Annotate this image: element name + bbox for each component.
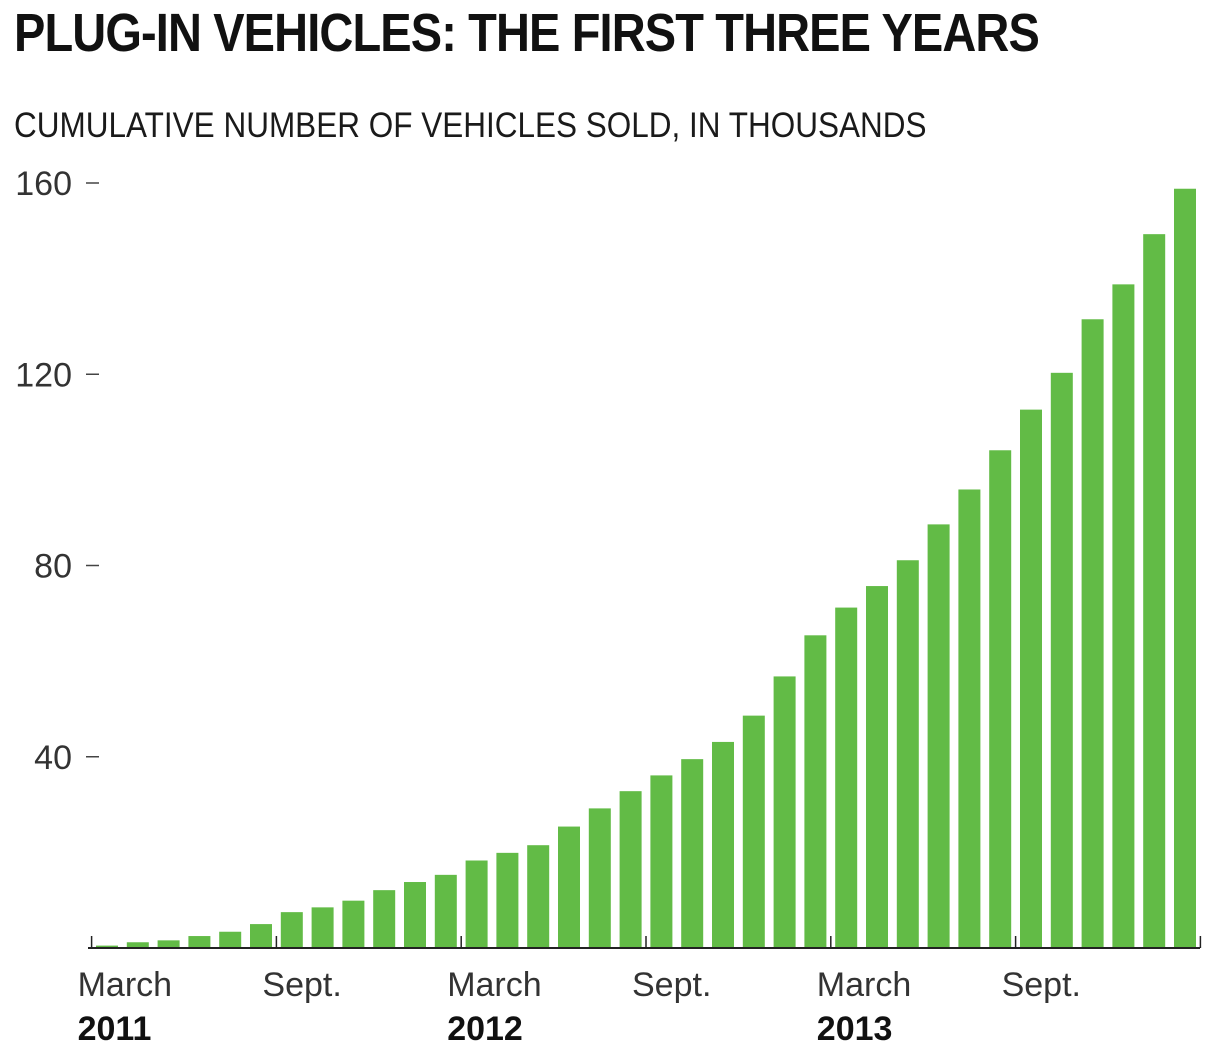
x-tick-label-year: 2011 xyxy=(78,1010,152,1048)
bar xyxy=(958,489,981,948)
chart-title: PLUG-IN VEHICLES: THE FIRST THREE YEARS xyxy=(14,3,1040,63)
bar xyxy=(157,940,180,948)
y-tick-label: 40 xyxy=(34,739,72,777)
bar xyxy=(496,852,519,948)
bar xyxy=(681,759,704,948)
bar xyxy=(126,942,149,948)
x-tick-label-month: Sept. xyxy=(262,966,341,1004)
x-tick-label-month: March xyxy=(78,966,172,1004)
bar xyxy=(896,560,919,948)
bar xyxy=(1174,188,1196,949)
bar xyxy=(434,874,457,948)
bar xyxy=(650,775,673,948)
bar xyxy=(373,890,396,948)
y-axis: 40 80 120 160 xyxy=(15,165,99,777)
bar xyxy=(280,912,303,948)
bar xyxy=(835,607,858,948)
bar xyxy=(989,450,1012,948)
y-tick-label: 120 xyxy=(15,356,72,394)
bar xyxy=(527,845,550,948)
bar xyxy=(866,586,888,948)
x-tick-label-month: March xyxy=(817,966,911,1004)
x-tick-label-year: 2013 xyxy=(817,1010,893,1048)
bar xyxy=(250,924,272,948)
bar xyxy=(1020,409,1042,948)
bar xyxy=(588,808,611,948)
x-axis: March 2011 Sept. March 2012 Sept. March 2013 Sep… xyxy=(78,936,1202,1048)
bar xyxy=(927,524,950,948)
x-tick-label-month: March xyxy=(447,966,541,1004)
bar xyxy=(96,945,118,948)
y-tick-label: 160 xyxy=(15,165,72,203)
bar xyxy=(465,860,488,948)
bar xyxy=(712,741,734,948)
bar xyxy=(219,931,242,948)
bar xyxy=(1112,284,1135,948)
bar xyxy=(1050,372,1073,948)
chart-subtitle: CUMULATIVE NUMBER OF VEHICLES SOLD, IN T… xyxy=(14,106,927,145)
x-tick-label-year: 2012 xyxy=(447,1010,523,1048)
bar xyxy=(773,676,796,948)
bar xyxy=(311,907,334,948)
bars xyxy=(96,188,1196,949)
bar xyxy=(804,635,827,948)
bar xyxy=(342,900,365,948)
bar xyxy=(558,826,580,948)
bar xyxy=(1143,234,1166,948)
bar xyxy=(188,936,211,948)
x-tick-label-month: Sept. xyxy=(1002,966,1081,1004)
bar xyxy=(404,882,426,948)
bar xyxy=(1081,319,1104,948)
bar xyxy=(742,715,765,948)
x-tick-label-month: Sept. xyxy=(632,966,711,1004)
bar xyxy=(619,791,642,948)
y-tick-label: 80 xyxy=(34,548,72,586)
